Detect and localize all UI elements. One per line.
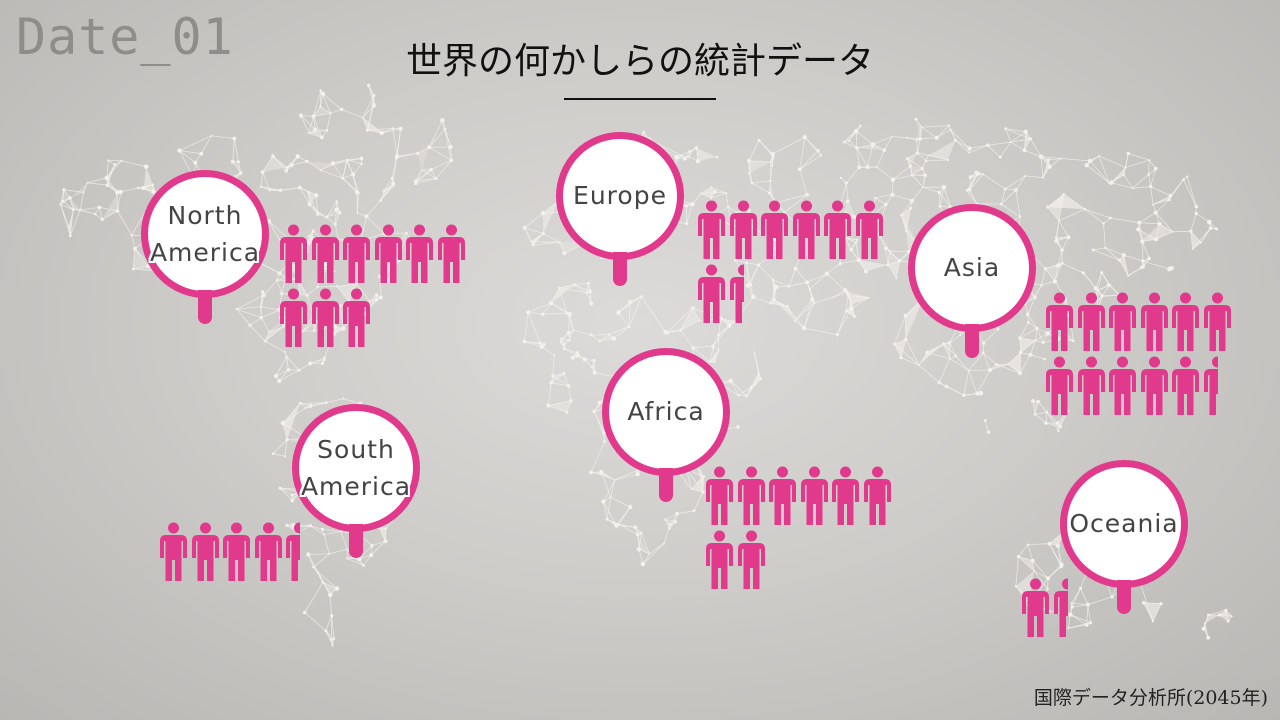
person-icon	[767, 466, 798, 526]
person-icon	[704, 530, 735, 590]
pin-asia[interactable]: Asia	[908, 204, 1036, 362]
person-icon	[1052, 578, 1068, 638]
region-label-north-america: North America	[149, 200, 261, 268]
map-pin-icon	[292, 404, 420, 532]
pin-south-america[interactable]: South America	[292, 404, 420, 562]
person-icon	[341, 224, 372, 284]
pin-stem	[965, 324, 979, 358]
pin-africa[interactable]: Africa	[602, 348, 730, 506]
person-icon	[404, 224, 435, 284]
person-icon	[190, 522, 221, 582]
person-icon	[736, 466, 767, 526]
person-icon	[1170, 356, 1201, 416]
region-label-africa: Africa	[627, 397, 705, 427]
person-icon	[696, 200, 727, 260]
region-label-oceania: Oceania	[1069, 509, 1179, 539]
person-icon	[1044, 356, 1075, 416]
person-icon	[862, 466, 893, 526]
person-icon	[278, 224, 309, 284]
person-icon	[1107, 292, 1138, 352]
person-icon	[736, 530, 767, 590]
person-icon	[1139, 356, 1170, 416]
person-icon	[1020, 578, 1051, 638]
person-icon	[1076, 292, 1107, 352]
person-icon	[1044, 292, 1075, 352]
person-icon	[830, 466, 861, 526]
person-icon	[1170, 292, 1201, 352]
person-icon	[221, 522, 252, 582]
person-icon	[1139, 292, 1170, 352]
person-icon	[158, 522, 189, 582]
person-icon	[1202, 356, 1218, 416]
person-icon	[436, 224, 467, 284]
pin-stem	[349, 524, 363, 558]
pin-stem	[659, 468, 673, 502]
person-icon	[728, 264, 744, 324]
pin-oceania[interactable]: Oceania	[1060, 460, 1188, 618]
person-icon	[1107, 356, 1138, 416]
person-icon	[253, 522, 284, 582]
person-icon	[310, 288, 341, 348]
person-icon	[854, 200, 885, 260]
pin-stem	[198, 290, 212, 324]
person-icon	[799, 466, 830, 526]
person-icon	[284, 522, 300, 582]
person-icon	[759, 200, 790, 260]
pin-europe[interactable]: Europe	[556, 132, 684, 290]
person-icon	[373, 224, 404, 284]
person-icon	[704, 466, 735, 526]
page-title: 世界の何かしらの統計データ	[405, 41, 874, 82]
pin-north-america[interactable]: North America	[141, 170, 269, 328]
person-icon	[822, 200, 853, 260]
pin-stem	[613, 252, 627, 286]
person-icon	[278, 288, 309, 348]
person-icon	[341, 288, 372, 348]
title-underline	[564, 98, 716, 100]
region-label-south-america: South America	[300, 434, 412, 502]
pin-stem	[1117, 580, 1131, 614]
map-pin-icon	[602, 348, 730, 476]
person-icon	[696, 264, 727, 324]
person-icon	[791, 200, 822, 260]
person-icon	[1202, 292, 1233, 352]
person-icon	[310, 224, 341, 284]
date-label: Date_01	[16, 8, 234, 66]
person-icon	[1076, 356, 1107, 416]
region-label-asia: Asia	[943, 253, 1001, 283]
person-icon	[728, 200, 759, 260]
source-note: 国際データ分析所(2045年)	[1033, 687, 1268, 709]
region-label-europe: Europe	[573, 181, 667, 211]
